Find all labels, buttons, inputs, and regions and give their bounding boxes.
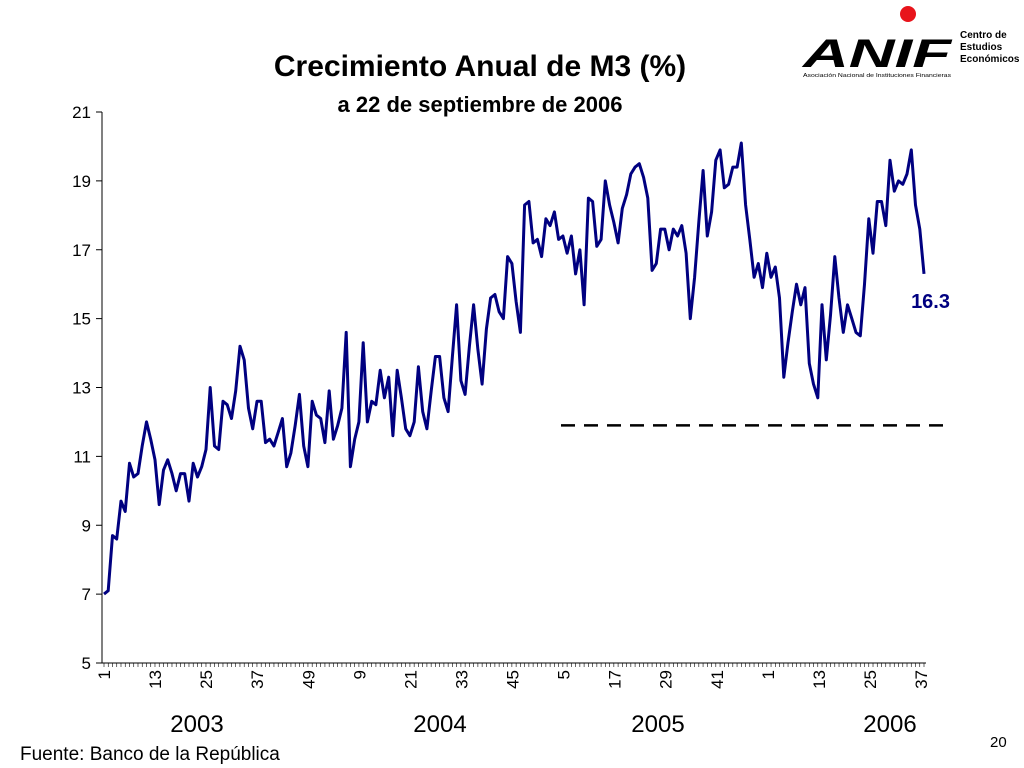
x-tick-label: 33	[452, 670, 471, 689]
x-tick-label: 9	[350, 670, 369, 679]
y-axis: 5 7 9 11 13 15 17 19 21	[72, 103, 103, 673]
x-tick-label: 13	[810, 670, 829, 689]
year-label: 2005	[631, 711, 684, 738]
chart-subtitle: a 22 de septiembre de 2006	[337, 92, 623, 117]
x-tick-label: 25	[861, 670, 880, 689]
logo-line-3: Económicos	[960, 54, 1020, 65]
logo-red-dot-icon	[900, 6, 916, 22]
last-value-label: 16.3	[911, 291, 950, 313]
y-tick-label: 7	[82, 585, 91, 604]
logo-line-2: Estudios	[960, 42, 1003, 53]
x-tick-label: 49	[299, 670, 318, 689]
y-tick-label: 15	[72, 310, 91, 329]
x-tick-label: 37	[912, 670, 931, 689]
x-tick-label: 21	[401, 670, 420, 689]
logo-wordmark: ANIF	[801, 32, 953, 76]
y-tick-label: 11	[73, 447, 91, 466]
series-line-m3	[103, 141, 926, 596]
y-tick-label: 5	[82, 654, 91, 673]
y-tick-label: 9	[82, 516, 91, 535]
x-tick-label: 1	[759, 670, 778, 679]
chart-title: Crecimiento Anual de M3 (%)	[273, 50, 687, 83]
page-number: 20	[990, 734, 1007, 751]
x-tick-label: 5	[555, 670, 574, 679]
logo-line-1: Centro de	[960, 30, 1007, 41]
x-tick-label: 45	[504, 670, 523, 689]
x-tick-label: 29	[657, 670, 676, 689]
label-group: 16.3	[911, 291, 950, 313]
year-label: 2006	[863, 711, 916, 738]
x-axis: 1 13 25 37 49 9 21 33 45 5 17 29 41 1 13 25 37 2003 2004 20…	[95, 662, 931, 738]
x-tick-label: 37	[248, 670, 267, 689]
x-tick-label: 13	[146, 670, 165, 689]
y-tick-label: 21	[72, 103, 91, 122]
x-tick-label: 25	[197, 670, 216, 689]
series-group	[103, 141, 926, 596]
year-label: 2004	[413, 711, 466, 738]
y-tick-label: 19	[72, 172, 91, 191]
year-label: 2003	[170, 711, 223, 738]
x-tick-label: 41	[708, 670, 727, 689]
x-tick-label: 17	[606, 670, 625, 689]
y-tick-label: 17	[72, 241, 91, 260]
anif-logo: ANIF Centro de Estudios Económicos Asoci…	[801, 6, 1020, 79]
x-tick-label: 1	[95, 670, 114, 679]
y-tick-label: 13	[72, 379, 91, 398]
logo-tagline: Asociación Nacional de Instituciones Fin…	[803, 73, 952, 79]
source-note: Fuente: Banco de la República	[20, 744, 280, 765]
